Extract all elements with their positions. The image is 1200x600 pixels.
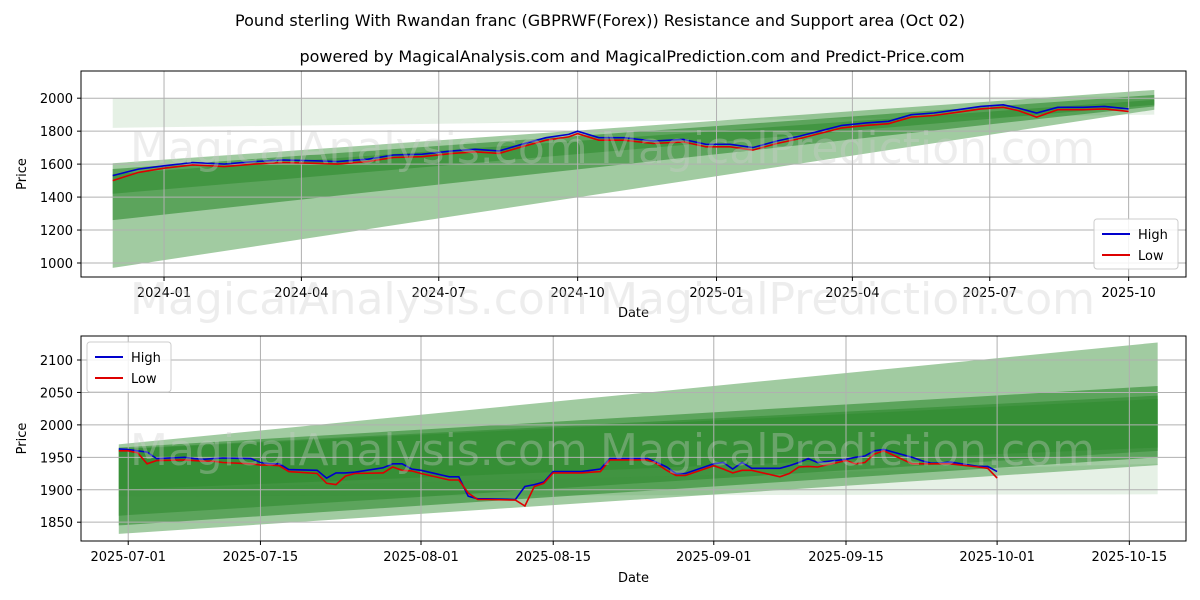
legend: High Low <box>86 341 172 393</box>
legend-box <box>86 341 172 393</box>
y-axis-label: Price <box>15 423 30 455</box>
y-tick-label: 2050 <box>40 386 73 401</box>
x-tick-label: 2025-07-01 <box>90 550 166 565</box>
plot-content <box>81 336 1186 541</box>
x-tick-label: 2025-10 <box>1101 286 1155 301</box>
x-tick-label: 2025-07 <box>963 286 1017 301</box>
watermark-6: MagicalPrediction.com <box>600 425 1095 476</box>
x-axis-label: Date <box>618 306 649 321</box>
y-tick-label: 1200 <box>40 224 73 239</box>
watermark-2: MagicalPrediction.com <box>600 123 1095 174</box>
plot-frame <box>80 70 1187 278</box>
x-tick-label: 2025-09-01 <box>676 550 752 565</box>
detail-panel: 2025-07-01 2025-07-15 2025-08-01 2025-08-15… <box>15 335 1187 586</box>
legend: High Low <box>1093 218 1179 270</box>
x-tick-label: 2025-10-15 <box>1092 550 1168 565</box>
chart-title: Pound sterling With Rwandan franc (GBPRW… <box>235 11 965 30</box>
x-tick-label: 2025-01 <box>689 286 743 301</box>
series-high-line <box>118 448 998 501</box>
series-low-line <box>118 449 998 508</box>
x-tick-label: 2025-04 <box>825 286 879 301</box>
y-tick-label: 1400 <box>40 191 73 206</box>
band-3 <box>112 99 1155 194</box>
x-tick-label: 2025-10-01 <box>959 550 1035 565</box>
y-tick-label: 1000 <box>40 257 73 272</box>
band-5 <box>118 463 1158 497</box>
x-tick-label: 2024-04 <box>274 286 328 301</box>
legend-box <box>1093 218 1179 270</box>
x-tick-label: 2025-08-15 <box>515 550 591 565</box>
watermark-1: MagicalAnalysis.com <box>130 123 588 174</box>
x-tick-label: 2025-08-01 <box>383 550 459 565</box>
watermark-5: MagicalAnalysis.com <box>130 425 588 476</box>
y-tick-label: 2000 <box>40 419 73 434</box>
x-tick-label: 2024-10 <box>550 286 604 301</box>
y-tick-label: 2000 <box>40 92 73 107</box>
series-low-line <box>112 106 1129 182</box>
y-tick-label: 1600 <box>40 158 73 173</box>
y-tick-label: 1850 <box>40 516 73 531</box>
band-4 <box>112 96 1155 128</box>
legend-label-high: High <box>1138 228 1168 243</box>
legend-label-low: Low <box>1138 249 1164 264</box>
watermark-4: MagicalPrediction.com <box>600 274 1095 325</box>
legend-label-low: Low <box>131 372 157 387</box>
plot-frame <box>80 335 1187 542</box>
x-tick-label: 2025-09-15 <box>808 550 884 565</box>
band-4 <box>118 398 1158 490</box>
plot-content <box>81 71 1186 277</box>
y-tick-label: 1900 <box>40 484 73 499</box>
watermark-3: MagicalAnalysis.com <box>130 274 588 325</box>
y-tick-label: 1800 <box>40 125 73 140</box>
overview-panel: 2024-01 2024-04 2024-07 2024-10 2025-01 2025-… <box>15 70 1187 321</box>
x-tick-label: 2025-07-15 <box>223 550 299 565</box>
legend-label-high: High <box>131 351 161 366</box>
y-tick-label: 1950 <box>40 451 73 466</box>
x-tick-label: 2024-07 <box>412 286 466 301</box>
y-axis-label: Price <box>15 158 30 190</box>
chart-subtitle: powered by MagicalAnalysis.com and Magic… <box>299 47 964 66</box>
y-tick-label: 2100 <box>40 354 73 369</box>
x-axis-label: Date <box>618 571 649 586</box>
x-tick-label: 2024-01 <box>137 286 191 301</box>
series-high-line <box>112 103 1129 177</box>
